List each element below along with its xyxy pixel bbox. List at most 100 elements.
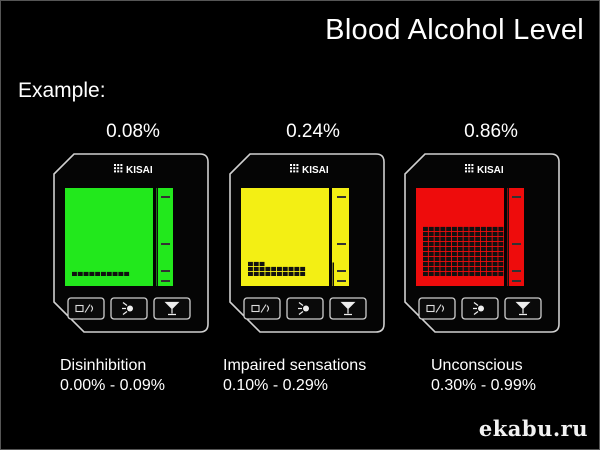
lcd-block bbox=[259, 261, 265, 266]
lcd-block bbox=[481, 256, 486, 261]
lcd-block bbox=[486, 236, 492, 241]
lcd-block bbox=[475, 256, 481, 261]
state-range-3: 0.30% - 0.99% bbox=[431, 377, 536, 394]
lcd-block bbox=[423, 231, 428, 236]
brand-name: KISAI bbox=[302, 165, 329, 176]
lcd-block bbox=[248, 261, 253, 266]
lcd-block bbox=[452, 251, 457, 256]
lcd-block bbox=[486, 261, 492, 266]
lcd-block bbox=[440, 261, 446, 266]
light-icon bbox=[473, 302, 484, 315]
lcd-block bbox=[469, 246, 475, 251]
lcd-block bbox=[428, 271, 434, 276]
lcd-block bbox=[492, 226, 498, 231]
lcd-block bbox=[428, 256, 434, 261]
reading-2: 0.24% bbox=[286, 121, 340, 142]
lcd-block bbox=[457, 241, 463, 246]
lcd-block bbox=[463, 236, 469, 241]
lcd-block bbox=[469, 231, 475, 236]
brand-name: KISAI bbox=[126, 165, 153, 176]
lcd-block bbox=[423, 251, 428, 256]
lcd-block bbox=[423, 261, 428, 266]
lcd-block bbox=[248, 271, 253, 276]
mode-button[interactable] bbox=[243, 297, 281, 320]
lcd-block bbox=[492, 251, 498, 256]
mode-button[interactable] bbox=[418, 297, 456, 320]
lcd-block bbox=[423, 226, 428, 231]
lcd-block bbox=[428, 241, 434, 246]
lcd-block bbox=[457, 246, 463, 251]
lcd-block bbox=[463, 246, 469, 251]
lcd-block bbox=[498, 271, 504, 276]
lcd-block bbox=[265, 271, 271, 276]
breathalyzer-device-2: KISAI bbox=[229, 153, 385, 333]
lcd-block bbox=[486, 271, 492, 276]
example-label: Example: bbox=[18, 79, 106, 102]
lcd-block bbox=[486, 266, 492, 271]
scale-level-bar bbox=[156, 188, 158, 286]
lcd-block bbox=[446, 261, 452, 266]
scale-tick bbox=[337, 280, 346, 282]
lcd-block bbox=[423, 236, 428, 241]
lcd-scale bbox=[332, 188, 349, 286]
brand-logo-icon bbox=[465, 164, 474, 173]
glass-icon bbox=[164, 301, 180, 316]
scale-tick bbox=[337, 196, 346, 198]
lcd-block bbox=[463, 256, 469, 261]
lcd-block bbox=[440, 246, 446, 251]
lcd-block bbox=[259, 271, 265, 276]
reading-3: 0.86% bbox=[464, 121, 518, 142]
lcd-block bbox=[457, 231, 463, 236]
lcd-screen bbox=[241, 188, 329, 286]
lcd-block bbox=[248, 266, 253, 271]
lcd-block bbox=[440, 241, 446, 246]
lcd-block bbox=[469, 271, 475, 276]
page-title: Blood Alcohol Level bbox=[325, 14, 584, 46]
lcd-block bbox=[498, 231, 504, 236]
lcd-block bbox=[446, 231, 452, 236]
lcd-block bbox=[259, 266, 265, 271]
lcd-block bbox=[457, 226, 463, 231]
lcd-block bbox=[452, 256, 457, 261]
state-label-2: Impaired sensations 0.10% - 0.29% bbox=[223, 356, 366, 396]
lcd-block bbox=[446, 241, 452, 246]
scale-tick bbox=[512, 270, 521, 272]
lcd-block bbox=[457, 256, 463, 261]
lcd-block bbox=[452, 241, 457, 246]
lcd-block bbox=[72, 271, 77, 276]
lcd-block bbox=[475, 261, 481, 266]
lcd-block bbox=[428, 226, 434, 231]
lcd-block bbox=[428, 246, 434, 251]
lcd-block bbox=[440, 266, 446, 271]
lcd-block bbox=[277, 266, 282, 271]
lcd-block bbox=[463, 251, 469, 256]
state-range-1: 0.00% - 0.09% bbox=[60, 377, 165, 394]
lcd-block bbox=[434, 271, 440, 276]
lcd-block bbox=[498, 241, 504, 246]
lcd-block bbox=[428, 231, 434, 236]
lcd-block bbox=[253, 271, 259, 276]
scale-level-bar bbox=[507, 188, 509, 286]
lcd-block bbox=[469, 261, 475, 266]
lcd-block bbox=[469, 251, 475, 256]
lcd-block bbox=[463, 231, 469, 236]
scale-level-bar bbox=[332, 262, 334, 286]
lcd-block bbox=[481, 266, 486, 271]
lcd-block bbox=[481, 251, 486, 256]
lcd-block bbox=[452, 231, 457, 236]
lcd-block bbox=[440, 231, 446, 236]
lcd-block bbox=[469, 241, 475, 246]
lcd-block bbox=[481, 271, 486, 276]
lcd-block bbox=[434, 226, 440, 231]
lcd-block bbox=[481, 246, 486, 251]
lcd-block bbox=[481, 226, 486, 231]
mode-icon bbox=[75, 304, 94, 313]
mode-icon bbox=[426, 304, 445, 313]
lcd-block bbox=[300, 271, 306, 276]
glass-icon bbox=[515, 301, 531, 316]
mode-button[interactable] bbox=[67, 297, 105, 320]
lcd-block bbox=[446, 246, 452, 251]
reading-1: 0.08% bbox=[106, 121, 160, 142]
state-name-3: Unconscious bbox=[431, 357, 523, 374]
lcd-block bbox=[463, 226, 469, 231]
